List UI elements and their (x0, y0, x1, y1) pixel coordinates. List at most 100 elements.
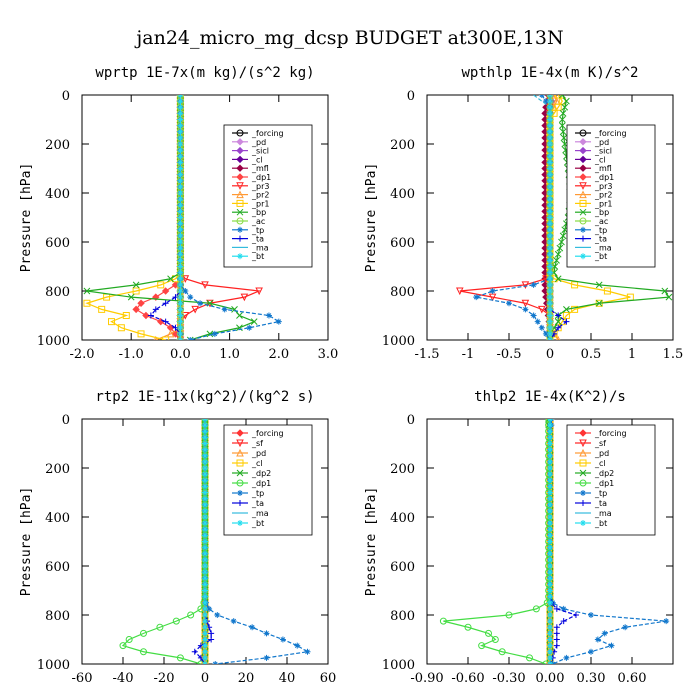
data-point (558, 238, 565, 246)
data-point (177, 251, 184, 258)
legend-marker (579, 448, 587, 457)
legend-label: _ma (594, 509, 612, 518)
data-point (142, 311, 150, 320)
legend-marker (579, 208, 587, 216)
legend-marker (236, 429, 244, 437)
data-point (177, 281, 184, 288)
data-point (547, 183, 553, 190)
data-point (202, 422, 208, 429)
legend-label: _pd (251, 138, 266, 147)
data-point (304, 648, 311, 655)
data-point (553, 257, 560, 264)
x-tick-label: 0 (201, 671, 209, 686)
data-point (547, 550, 553, 557)
data-point (530, 281, 537, 288)
data-point (547, 544, 553, 551)
legend-marker (579, 129, 587, 137)
panel-title: wpthlp 1E-4x(m K)/s^2 (461, 65, 638, 81)
y-tick-label: 0 (407, 89, 415, 104)
data-point (547, 153, 553, 160)
data-point (547, 104, 553, 111)
data-point (202, 563, 208, 569)
legend-label: _bt (594, 252, 607, 261)
data-point (177, 288, 184, 294)
legend-label: _sicl (594, 147, 612, 156)
data-point (202, 642, 208, 649)
data-point (177, 110, 184, 117)
data-point (547, 159, 553, 166)
legend-marker (580, 226, 586, 233)
data-point (137, 299, 145, 307)
x-tick-label: -1 (462, 347, 475, 362)
data-point (177, 141, 184, 147)
data-point (177, 171, 184, 178)
data-point (547, 471, 553, 478)
data-point (547, 306, 553, 313)
x-tick-label: -0.60 (451, 671, 484, 686)
data-point (547, 257, 553, 264)
data-point (547, 269, 553, 276)
data-point (177, 128, 184, 135)
data-point (547, 134, 553, 141)
data-point (547, 330, 553, 337)
legend-marker (580, 500, 586, 506)
data-point (547, 654, 553, 661)
data-point (208, 630, 215, 637)
data-point (177, 220, 184, 227)
data-point (547, 599, 553, 606)
data-point (571, 281, 579, 289)
data-point (530, 312, 537, 319)
data-point (162, 336, 170, 340)
y-tick-label: 1000 (382, 658, 415, 673)
panel-1: wprtp 1E-7x(m kg)/(s^2 kg) Pressure [hPa]… (19, 65, 338, 362)
data-point (489, 288, 496, 294)
data-point (177, 122, 184, 129)
legend-label: _forcing (251, 129, 284, 138)
legend-marker (579, 146, 587, 155)
data-point (202, 630, 208, 637)
data-point (177, 147, 184, 154)
data-point (191, 648, 198, 655)
legend-marker (237, 226, 243, 233)
x-tick-label: -0.90 (410, 671, 443, 686)
x-tick-label: 0.0 (170, 347, 191, 362)
data-point (663, 618, 670, 625)
data-point (558, 95, 566, 99)
data-point (177, 159, 184, 166)
data-point (547, 294, 553, 301)
data-point (521, 299, 530, 308)
data-point (176, 654, 184, 662)
legend-label: _cl (251, 155, 263, 164)
legend-marker (236, 164, 244, 172)
data-point (547, 636, 553, 643)
data-point (197, 660, 205, 664)
legend-marker (236, 173, 244, 181)
data-point (202, 471, 208, 478)
legend-marker (236, 439, 244, 448)
data-point (177, 196, 184, 203)
x-tick-label: 3.0 (318, 347, 339, 362)
data-point (162, 318, 169, 325)
data-point (177, 257, 184, 264)
data-point (147, 312, 154, 319)
data-point (547, 501, 553, 508)
data-point (202, 446, 208, 453)
legend-label: _tp (594, 226, 607, 235)
panel-2: wpthlp 1E-4x(m K)/s^2 Pressure [hPa] -1.5 -… (364, 65, 683, 362)
data-point (202, 599, 208, 606)
data-point (560, 134, 568, 142)
data-point (265, 312, 272, 319)
x-tick-label: 40 (279, 671, 296, 686)
data-point (547, 116, 553, 123)
y-axis-title: Pressure [hPa] (364, 163, 379, 273)
x-tick-label: 2.0 (268, 347, 289, 362)
legend-marker (237, 500, 243, 506)
y-tick-label: 600 (390, 560, 415, 575)
data-point (547, 245, 553, 252)
data-point (547, 428, 553, 435)
data-point (563, 97, 570, 105)
data-point (177, 239, 184, 245)
y-tick-label: 400 (390, 511, 415, 526)
data-point (554, 95, 562, 99)
legend-label: _sicl (251, 147, 269, 156)
